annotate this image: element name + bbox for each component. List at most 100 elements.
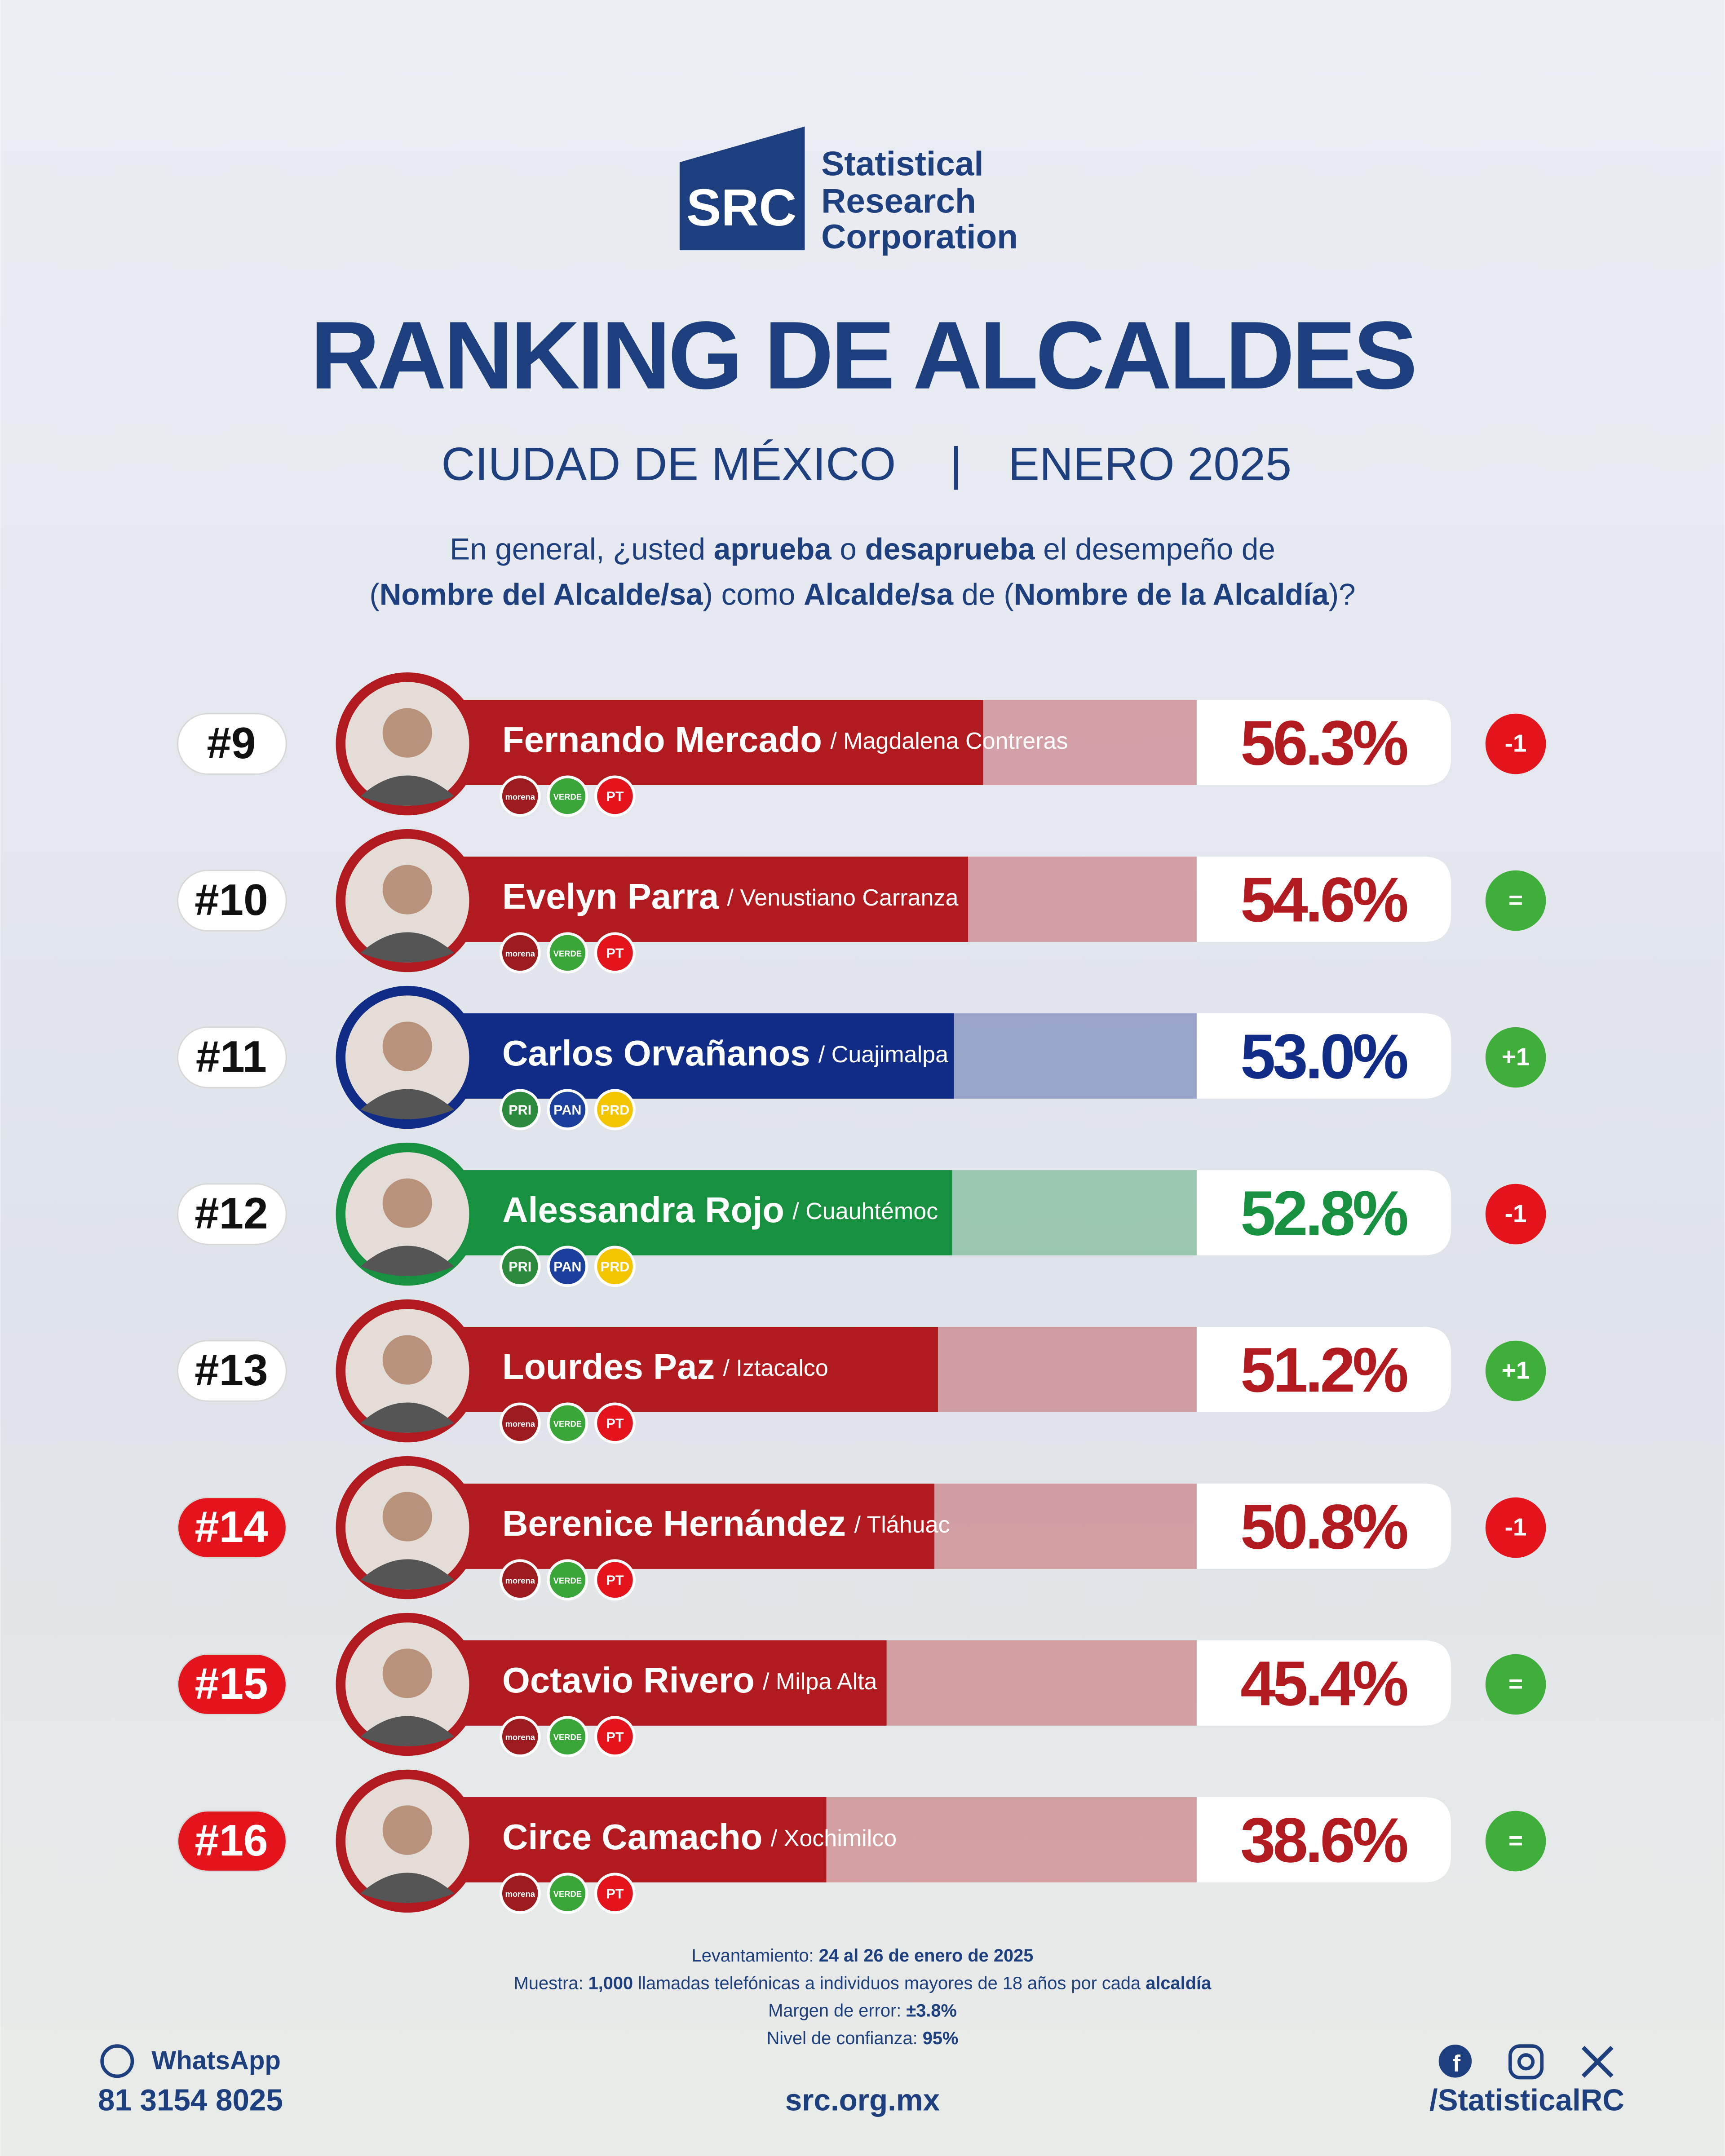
- rank: #13: [195, 1345, 268, 1395]
- party-logo: [547, 1246, 588, 1287]
- party-label: PAN: [553, 1259, 581, 1275]
- photo-body: [360, 1873, 454, 1903]
- party-label: morena: [505, 1889, 535, 1899]
- name: Fernando Mercado / Magdalena Contreras: [502, 720, 1068, 760]
- logo-mark: SRC: [686, 178, 797, 237]
- candidate-name: Fernando Mercado: [502, 720, 822, 760]
- photo-body: [360, 1402, 454, 1433]
- name: Octavio Rivero / Milpa Alta: [502, 1660, 877, 1700]
- candidate-name: Evelyn Parra: [502, 876, 719, 916]
- rank: #10: [195, 875, 268, 924]
- party-logo: [499, 1402, 541, 1444]
- value-box: [1196, 857, 1451, 942]
- bar: [440, 1797, 827, 1882]
- change: -1: [1505, 1200, 1527, 1228]
- party-logo: [547, 775, 588, 817]
- candidate-name: Berenice Hernández: [502, 1503, 846, 1543]
- question-part: )?: [1329, 578, 1356, 611]
- value-label: 51.2%: [1240, 1334, 1407, 1405]
- candidate-name: Circe Camacho: [502, 1817, 762, 1857]
- note: Margen de error: ±3.8%: [768, 2001, 957, 2020]
- rank-badge: [177, 1340, 287, 1402]
- value-box: [1196, 1170, 1451, 1255]
- alcaldia: / Tláhuac: [854, 1512, 950, 1538]
- candidate-name: Octavio Rivero: [502, 1660, 755, 1700]
- value-label: 45.4%: [1240, 1648, 1407, 1719]
- party-logo: [499, 1246, 541, 1287]
- party-label: PT: [606, 1886, 624, 1901]
- value-label: 52.8%: [1240, 1178, 1407, 1248]
- question-part: el desempeño de: [1035, 532, 1275, 566]
- note: Levantamiento: 24 al 26 de enero de 2025: [692, 1946, 1034, 1966]
- value-box: [1196, 1797, 1451, 1882]
- alcaldia: / Cuajimalpa: [818, 1042, 948, 1068]
- change-badge: [1485, 870, 1546, 931]
- party-label: PRD: [601, 1103, 630, 1118]
- party-label: morena: [505, 792, 535, 801]
- note-part: 24 al 26 de enero de 2025: [819, 1946, 1034, 1966]
- change-badge: [1485, 713, 1546, 774]
- photo-head: [382, 1178, 432, 1228]
- question-part: Nombre de la Alcaldía: [1014, 578, 1329, 611]
- logo: SRC Statistical Research Corporation: [679, 126, 1018, 256]
- question-part: desaprueba: [865, 532, 1035, 566]
- rank-badge: [177, 1026, 287, 1088]
- value-label: 56.3%: [1240, 708, 1407, 778]
- party-logo: [594, 1716, 636, 1758]
- party-logo: [594, 1246, 636, 1287]
- party-label: VERDE: [553, 1419, 582, 1428]
- change: +1: [1502, 1356, 1530, 1384]
- party-logo: [499, 1089, 541, 1131]
- party-label: PT: [606, 789, 624, 804]
- party-logo: [594, 1089, 636, 1131]
- note-part: 95%: [923, 2028, 959, 2048]
- value-box: [1196, 1013, 1451, 1099]
- name: Circe Camacho / Xochimilco: [502, 1817, 897, 1857]
- photo-body: [360, 1246, 454, 1276]
- rank-badge: [177, 713, 287, 775]
- party-label: PT: [606, 1416, 624, 1431]
- photo-head: [382, 1335, 432, 1385]
- note-part: llamadas telefónicas a individuos mayore…: [633, 1973, 1146, 1993]
- alcaldia: / Xochimilco: [771, 1825, 897, 1851]
- name: Lourdes Paz / Iztacalco: [502, 1347, 828, 1387]
- chart-title: RANKING DE ALCALDES: [310, 302, 1415, 409]
- bar: [440, 1327, 938, 1412]
- party-logo: [594, 775, 636, 817]
- party-logo: [547, 932, 588, 974]
- change: =: [1508, 1670, 1523, 1698]
- alcaldia: / Milpa Alta: [763, 1669, 877, 1695]
- subtitle: CIUDAD DE MÉXICO: [441, 438, 896, 490]
- party-label: morena: [505, 1419, 535, 1428]
- note: Muestra: 1,000 llamadas telefónicas a in…: [514, 1973, 1212, 1993]
- photo-body: [360, 1089, 454, 1119]
- party-label: VERDE: [553, 1732, 582, 1742]
- question-part: Nombre del Alcalde/sa: [380, 578, 703, 611]
- question-part: ) como: [703, 578, 803, 611]
- candidate-name: Alessandra Rojo: [502, 1190, 784, 1230]
- party-label: VERDE: [553, 792, 582, 801]
- party-logo: [499, 1716, 541, 1758]
- svg-text:f: f: [1453, 2051, 1461, 2077]
- note-part: ±3.8%: [906, 2001, 957, 2020]
- value-label: 53.0%: [1240, 1021, 1407, 1091]
- party-logo: [547, 1716, 588, 1758]
- question-part: (: [369, 578, 380, 611]
- photo-body: [360, 932, 454, 963]
- question-part: de (: [953, 578, 1014, 611]
- logo-text: Statistical: [821, 145, 983, 183]
- change: +1: [1502, 1043, 1530, 1071]
- note-part: Levantamiento:: [692, 1946, 819, 1966]
- website: src.org.mx: [785, 2083, 940, 2117]
- party-label: VERDE: [553, 1889, 582, 1899]
- party-label: PRI: [509, 1103, 531, 1118]
- alcaldia: / Cuauhtémoc: [792, 1198, 938, 1224]
- note: Nivel de confianza: 95%: [767, 2028, 959, 2048]
- change: -1: [1505, 1513, 1527, 1541]
- party-logo: [547, 1089, 588, 1131]
- bar: [440, 1640, 887, 1726]
- change-badge: [1485, 1340, 1546, 1401]
- rank: #14: [195, 1502, 268, 1551]
- party-label: VERDE: [553, 949, 582, 958]
